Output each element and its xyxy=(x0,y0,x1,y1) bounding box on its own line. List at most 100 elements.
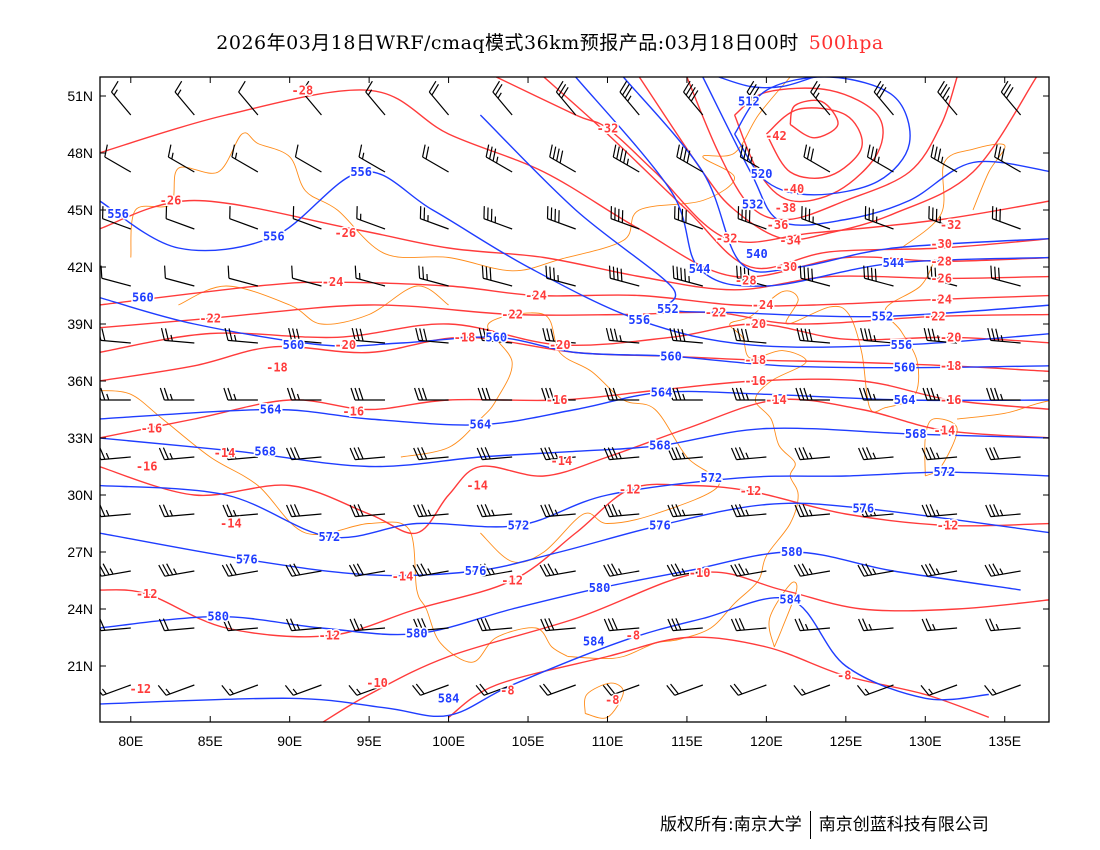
barb-staff xyxy=(227,339,258,344)
barb-feather xyxy=(100,504,106,517)
wind-barb xyxy=(991,206,1021,230)
barb-feather xyxy=(231,144,236,158)
temperature-contour-label: -24 xyxy=(930,292,952,306)
wind-barb xyxy=(414,387,449,401)
barb-staff xyxy=(418,513,449,518)
barb-staff xyxy=(418,627,449,632)
barb-staff xyxy=(168,156,195,173)
barb-feather xyxy=(226,504,233,517)
wind-barb xyxy=(666,683,704,696)
barb-feather xyxy=(796,327,801,341)
barb-feather xyxy=(923,327,928,341)
barb-feather xyxy=(857,564,865,577)
barb-staff xyxy=(610,684,640,696)
barb-feather xyxy=(994,144,998,158)
barb-staff xyxy=(609,339,640,344)
barb-staff xyxy=(100,456,131,461)
barb-feather xyxy=(285,618,293,631)
barb-feather xyxy=(546,328,551,341)
barb-feather xyxy=(799,387,805,401)
lon-tick-label: 125E xyxy=(829,733,862,749)
temperature-contour-line xyxy=(686,77,958,221)
height-contour-label: 520 xyxy=(751,167,773,181)
barb-feather xyxy=(475,684,485,696)
barb-staff xyxy=(418,339,449,344)
wind-barb xyxy=(795,387,830,401)
temperature-contour-label: -18 xyxy=(454,330,476,344)
barb-feather xyxy=(798,504,805,517)
lon-tick-label: 95E xyxy=(357,733,382,749)
wind-barb xyxy=(284,684,322,696)
barb-feather xyxy=(858,447,865,460)
barb-staff xyxy=(736,627,767,632)
barb-feather xyxy=(158,447,166,460)
barb-feather xyxy=(861,564,869,576)
barb-staff xyxy=(295,156,322,173)
barb-feather xyxy=(549,387,555,401)
barb-feather xyxy=(736,328,742,341)
height-contour-line xyxy=(622,77,1049,273)
wind-barb xyxy=(349,447,386,461)
barb-feather xyxy=(927,328,932,341)
barb-feather xyxy=(548,618,555,631)
barb-staff xyxy=(994,156,1021,173)
border-line xyxy=(178,285,449,325)
height-contour-label: 568 xyxy=(905,427,927,441)
height-contour-label: 560 xyxy=(660,349,682,363)
barb-feather xyxy=(357,447,364,460)
wind-barb xyxy=(483,206,513,230)
barb-half-feather xyxy=(991,688,997,695)
barb-feather xyxy=(480,504,487,517)
barb-staff xyxy=(483,684,513,696)
barb-feather xyxy=(858,504,865,517)
temperature-contour-label: -14 xyxy=(551,454,573,468)
barb-feather xyxy=(166,563,174,576)
wind-barb xyxy=(285,563,322,577)
barb-feather xyxy=(673,328,678,341)
barb-half-feather xyxy=(177,89,182,96)
barb-feather xyxy=(992,563,1000,576)
wind-barb xyxy=(229,206,259,230)
barb-half-feather xyxy=(169,452,173,460)
wind-barb xyxy=(732,327,767,344)
barb-feather xyxy=(353,447,360,460)
wind-barb xyxy=(985,504,1021,518)
barb-feather xyxy=(489,146,493,160)
barb-feather xyxy=(547,563,555,576)
barb-feather xyxy=(868,328,873,342)
barb-half-feather xyxy=(232,509,237,517)
barb-feather xyxy=(289,564,297,576)
barb-half-feather xyxy=(361,152,365,160)
barb-feather xyxy=(746,80,755,93)
wind-barb xyxy=(539,683,576,696)
barb-staff xyxy=(291,339,322,344)
barb-feather xyxy=(688,87,696,99)
barb-staff xyxy=(545,513,576,518)
barb-staff xyxy=(492,91,513,116)
height-contour-label: 560 xyxy=(485,330,507,344)
wind-barb xyxy=(926,265,958,287)
height-contours xyxy=(100,77,1049,718)
temperature-contour-label: -28 xyxy=(292,83,314,97)
wind-barb xyxy=(222,618,258,632)
barb-staff xyxy=(740,156,767,173)
barb-staff xyxy=(867,156,894,173)
wind-barb xyxy=(864,206,894,230)
barb-staff xyxy=(482,570,513,577)
temperature-contour-label: -12 xyxy=(937,518,959,532)
barb-half-feather xyxy=(554,509,559,516)
barb-feather xyxy=(222,504,229,517)
barb-staff xyxy=(673,277,703,287)
barb-feather xyxy=(674,563,682,576)
wind-barb xyxy=(231,144,259,173)
barb-feather xyxy=(355,328,360,341)
temperature-contour-label: -8 xyxy=(500,684,514,698)
barb-feather xyxy=(558,83,567,96)
barb-feather xyxy=(349,504,356,517)
wind-barb xyxy=(857,563,894,577)
barb-half-feather xyxy=(681,568,686,575)
barb-feather xyxy=(349,618,356,631)
barb-feather xyxy=(608,387,614,401)
barb-feather xyxy=(352,564,360,576)
barb-feather xyxy=(611,618,618,631)
